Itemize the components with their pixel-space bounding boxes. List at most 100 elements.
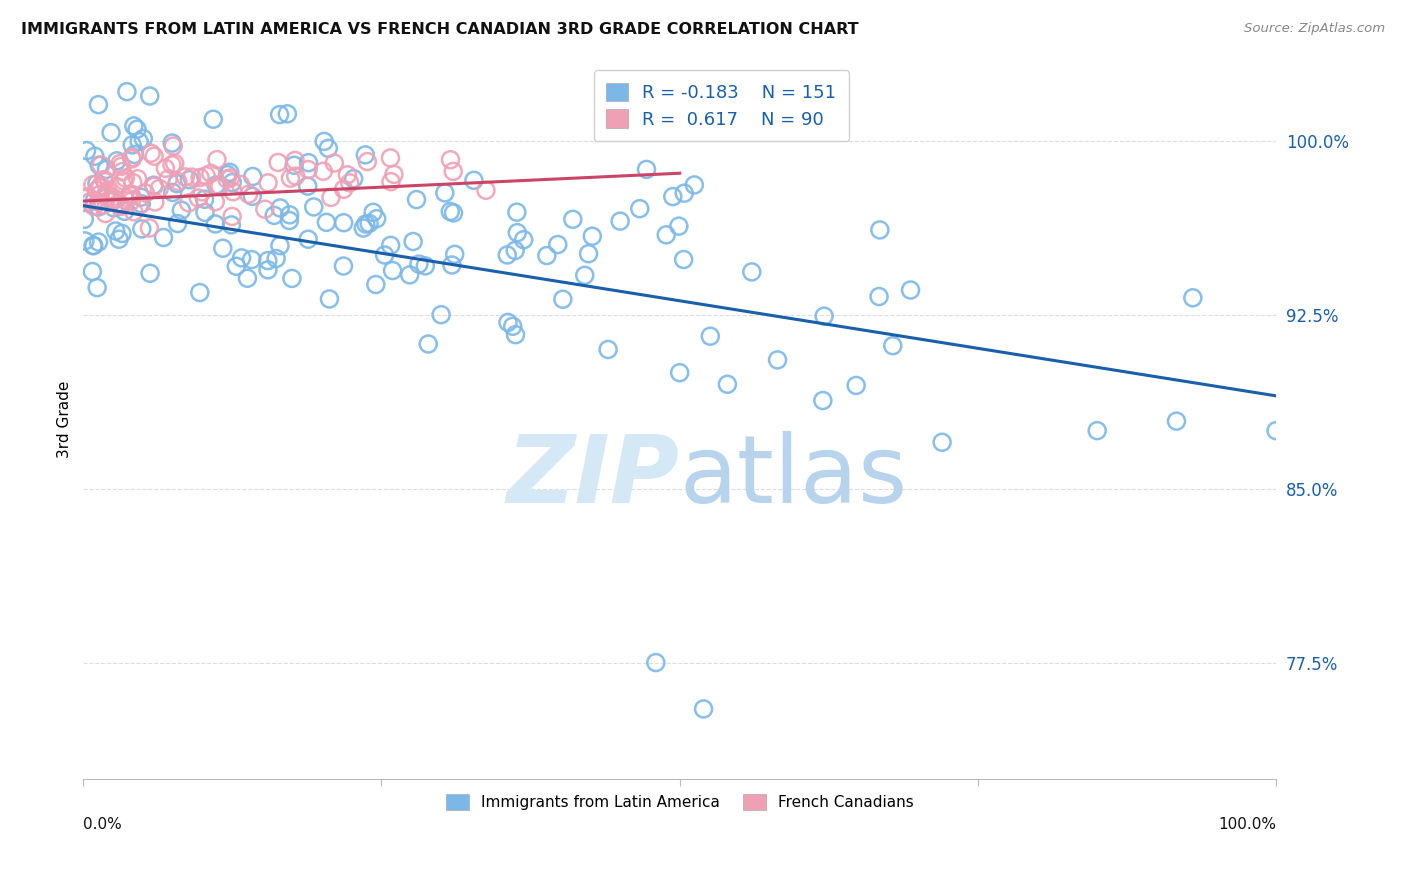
Point [89, 180, 111, 194]
Text: 100.0%: 100.0% [1218, 817, 1277, 832]
Point [163, 156, 186, 170]
Point [138, 221, 160, 235]
Point [240, 252, 263, 267]
Point [364, 277, 387, 292]
Point [598, 343, 620, 357]
Point [284, 169, 307, 183]
Point [114, 204, 136, 219]
Point [900, 283, 922, 297]
Point [297, 232, 319, 246]
Point [82, 178, 104, 192]
Point [83, 149, 105, 163]
Point [868, 289, 890, 303]
Point [655, 227, 678, 242]
Point [188, 285, 211, 300]
Point [217, 168, 239, 182]
Point [125, 122, 148, 136]
Point [318, 141, 340, 155]
Point [284, 153, 307, 168]
Point [382, 167, 405, 181]
Point [87, 235, 110, 249]
Point [200, 166, 222, 180]
Point [380, 238, 402, 252]
Point [139, 266, 162, 280]
Point [811, 393, 834, 408]
Point [505, 327, 527, 342]
Point [148, 181, 170, 195]
Point [204, 217, 226, 231]
Point [405, 193, 427, 207]
Point [120, 187, 142, 202]
Point [188, 170, 211, 185]
Point [236, 271, 259, 285]
Point [356, 154, 378, 169]
Point [314, 135, 336, 149]
Point [166, 217, 188, 231]
Point [1265, 424, 1288, 438]
Point [110, 198, 132, 212]
Point [114, 171, 136, 186]
Point [131, 196, 153, 211]
Point [124, 147, 146, 161]
Point [112, 174, 135, 188]
Point [94, 206, 117, 220]
Point [108, 156, 131, 170]
Point [256, 253, 278, 268]
Point [139, 146, 162, 161]
Point [267, 155, 290, 169]
Point [845, 378, 868, 392]
Point [503, 244, 526, 258]
Point [297, 179, 319, 194]
Point [283, 158, 305, 172]
Point [202, 112, 225, 127]
Point [120, 187, 142, 202]
Point [381, 263, 404, 277]
Y-axis label: 3rd Grade: 3rd Grade [58, 380, 72, 458]
Point [187, 191, 209, 205]
Text: Source: ZipAtlas.com: Source: ZipAtlas.com [1244, 22, 1385, 36]
Point [221, 218, 243, 232]
Point [86, 183, 108, 197]
Point [672, 252, 695, 267]
Point [332, 216, 354, 230]
Point [398, 268, 420, 282]
Point [166, 177, 188, 191]
Point [205, 153, 228, 167]
Point [91, 198, 114, 212]
Point [578, 246, 600, 260]
Point [662, 189, 685, 203]
Point [86, 177, 108, 191]
Point [318, 292, 340, 306]
Point [433, 186, 456, 200]
Point [536, 249, 558, 263]
Point [121, 152, 143, 166]
Point [561, 212, 583, 227]
Point [238, 187, 260, 202]
Point [692, 702, 714, 716]
Point [110, 159, 132, 173]
Point [506, 205, 529, 219]
Point [101, 190, 124, 204]
Point [302, 200, 325, 214]
Point [269, 238, 291, 252]
Point [170, 203, 193, 218]
Point [1085, 424, 1108, 438]
Point [79, 194, 101, 209]
Point [89, 187, 111, 202]
Point [281, 271, 304, 285]
Point [87, 97, 110, 112]
Point [339, 176, 361, 190]
Point [108, 232, 131, 246]
Point [111, 164, 134, 178]
Point [96, 184, 118, 198]
Text: ZIP: ZIP [506, 431, 679, 523]
Point [208, 179, 231, 194]
Point [418, 337, 440, 351]
Point [297, 155, 319, 169]
Point [430, 308, 453, 322]
Point [225, 259, 247, 273]
Point [122, 204, 145, 219]
Point [207, 178, 229, 193]
Point [443, 206, 465, 220]
Point [76, 191, 98, 205]
